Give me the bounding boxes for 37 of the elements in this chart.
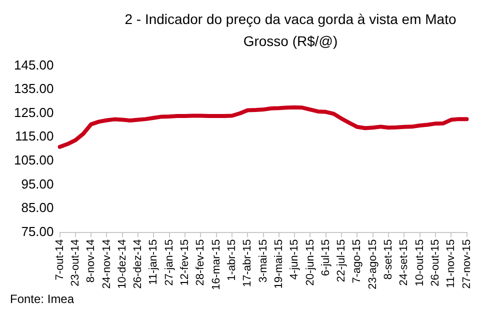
x-tick-label: 8-nov-14 xyxy=(85,239,98,283)
x-tick-label: 22-jul-15 xyxy=(336,239,348,282)
x-tick-label: 26-dez-14 xyxy=(132,239,144,289)
y-tick-label: 135.00 xyxy=(14,81,54,96)
x-tick-label: 24-set-15 xyxy=(398,239,410,286)
source-note: Fonte: Imea xyxy=(10,292,76,306)
x-tick-label: 1-abr-15 xyxy=(226,239,238,281)
y-tick-label: 125.00 xyxy=(14,104,54,120)
x-tick-label: 7-ago-15 xyxy=(351,239,364,284)
y-tick-label: 95.00 xyxy=(21,176,54,192)
x-tick-label: 11-jan-15 xyxy=(148,239,160,285)
x-tick-label: 10-dez-14 xyxy=(116,239,128,289)
y-tick-label: 105.00 xyxy=(14,152,54,168)
x-tick-label: 28-fev-15 xyxy=(194,239,207,286)
x-tick-label: 12-fev-15 xyxy=(179,239,192,286)
y-tick-label: 115.00 xyxy=(14,128,54,144)
x-tick-label: 17-abr-15 xyxy=(242,239,254,287)
x-tick-label: 23-ago-15 xyxy=(366,239,379,290)
x-tick-label: 20-jun-15 xyxy=(304,239,316,286)
x-tick-label: 3-mai-15 xyxy=(257,239,270,283)
x-tick-label: 24-nov-14 xyxy=(100,239,113,289)
x-tick-label: 23-out-14 xyxy=(69,239,82,286)
x-tick-label: 27-nov-15 xyxy=(460,239,473,289)
x-tick-label: 16-mar-15 xyxy=(210,239,222,290)
x-tick-label: 27-jan-15 xyxy=(163,239,176,286)
y-tick-label: 145.00 xyxy=(14,57,54,72)
y-tick-label: 85.00 xyxy=(21,200,54,216)
x-tick-label: 26-out-15 xyxy=(430,239,442,286)
x-tick-label: 11-nov-15 xyxy=(445,239,458,288)
x-tick-label: 8-set-15 xyxy=(382,239,395,280)
x-tick-label: 7-out-14 xyxy=(54,239,66,280)
chart-title: 2 - Indicador do preço da vaca gorda à vista em Mato Grosso (R$/@) xyxy=(124,10,458,51)
x-tick-label: 10-out-15 xyxy=(414,239,426,286)
x-tick-label: 19-mai-15 xyxy=(272,239,285,289)
x-tick-label: 6-jul-15 xyxy=(320,239,332,276)
x-tick-label: 4-jun-15 xyxy=(288,239,301,280)
y-tick-label: 75.00 xyxy=(21,224,54,239)
